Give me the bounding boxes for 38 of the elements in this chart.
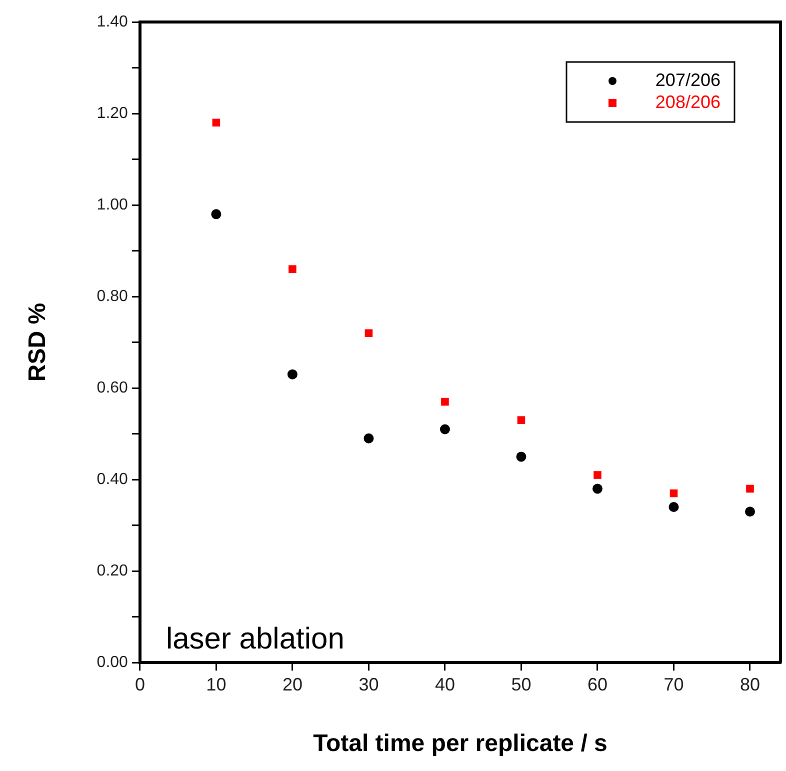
y-tick-label: 1.20	[96, 104, 128, 122]
y-tick-label: 0.00	[96, 654, 128, 672]
point	[516, 452, 526, 462]
point	[364, 329, 373, 338]
y-tick-label: 0.60	[96, 379, 128, 396]
point	[288, 265, 296, 273]
x-tick-label: 40	[434, 674, 455, 694]
y-tick-label: 0.20	[96, 562, 128, 580]
x-tick-label: 10	[206, 674, 226, 694]
legend-label: 207/206	[655, 70, 720, 90]
point	[744, 506, 755, 517]
y-tick-label: 1.40	[96, 13, 128, 30]
point	[668, 502, 679, 512]
x-tick-label: 80	[740, 674, 760, 694]
point	[746, 484, 754, 493]
point	[287, 369, 298, 380]
x-tick-label: 50	[511, 674, 532, 694]
point	[211, 209, 222, 220]
y-axis-title: RSD %	[24, 302, 52, 382]
x-axis-title: Total time per replicate / s	[313, 730, 608, 758]
point	[592, 484, 602, 494]
y-tick-label: 0.40	[96, 470, 128, 488]
legend-label: 208/206	[655, 92, 720, 112]
y-tick-label: 0.80	[96, 288, 128, 305]
point	[441, 398, 449, 406]
x-tick-label: 0	[134, 674, 145, 694]
point	[670, 489, 678, 498]
point	[594, 471, 602, 479]
point	[517, 416, 526, 424]
point	[440, 424, 450, 434]
y-tick-label: 1.00	[96, 196, 128, 214]
point	[212, 118, 220, 127]
annotation: laser ablation	[166, 622, 344, 656]
x-tick-label: 30	[358, 674, 379, 694]
x-tick-label: 60	[587, 674, 608, 694]
x-tick-label: 70	[664, 674, 684, 694]
point	[364, 433, 374, 444]
x-tick-label: 20	[282, 674, 302, 694]
